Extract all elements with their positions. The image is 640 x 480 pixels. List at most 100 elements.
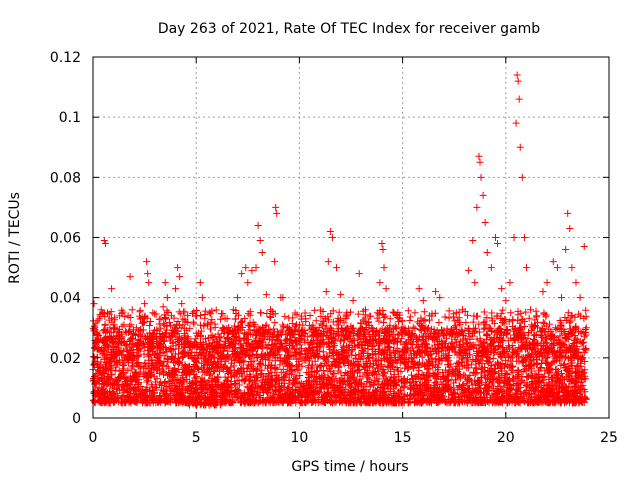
- data-point: [549, 342, 557, 350]
- data-point: [271, 328, 279, 336]
- data-point: [348, 347, 356, 355]
- data-point: [473, 369, 481, 377]
- data-point: [394, 367, 402, 375]
- data-point: [521, 388, 529, 396]
- data-point: [141, 359, 149, 367]
- data-point: [507, 357, 515, 365]
- data-point: [491, 389, 499, 397]
- data-point: [564, 371, 572, 379]
- data-point: [409, 375, 417, 383]
- data-point: [350, 361, 358, 369]
- data-point: [375, 317, 383, 325]
- data-point: [507, 309, 515, 317]
- data-point: [157, 324, 165, 332]
- data-point: [404, 307, 412, 315]
- data-point: [461, 386, 469, 394]
- data-point: [527, 393, 535, 401]
- data-point: [271, 357, 279, 365]
- data-point: [253, 387, 261, 395]
- data-point: [461, 387, 469, 395]
- data-point: [502, 360, 510, 368]
- data-point: [580, 338, 588, 346]
- data-point: [128, 365, 136, 373]
- data-point: [413, 398, 421, 406]
- data-point: [511, 389, 519, 397]
- data-point: [491, 364, 499, 372]
- data-point: [227, 356, 235, 364]
- data-point: [459, 355, 467, 363]
- data-point: [205, 371, 213, 379]
- data-point: [190, 320, 198, 328]
- data-point: [170, 359, 178, 367]
- data-point: [312, 317, 320, 325]
- data-point: [538, 333, 546, 341]
- data-point: [341, 388, 349, 396]
- data-point: [309, 331, 317, 339]
- data-point: [141, 344, 149, 352]
- data-point: [472, 370, 480, 378]
- data-point: [524, 334, 532, 342]
- data-point: [218, 310, 226, 318]
- data-point: [489, 355, 497, 363]
- data-point: [250, 391, 258, 399]
- data-point: [256, 359, 264, 367]
- data-point: [243, 365, 251, 373]
- data-point: [446, 367, 454, 375]
- data-point: [503, 387, 511, 395]
- data-point: [508, 386, 516, 394]
- data-points: [89, 71, 590, 409]
- data-point: [451, 317, 459, 325]
- data-point: [304, 362, 312, 370]
- data-point: [250, 357, 258, 365]
- data-point: [120, 397, 128, 405]
- data-point: [221, 373, 229, 381]
- data-point: [296, 341, 304, 349]
- data-point: [578, 356, 586, 364]
- data-point: [222, 376, 230, 384]
- data-point: [240, 368, 248, 376]
- data-point: [146, 351, 154, 359]
- data-point: [91, 387, 99, 395]
- data-point: [90, 353, 98, 361]
- data-point: [484, 359, 492, 367]
- data-point: [581, 345, 589, 353]
- data-point: [468, 381, 476, 389]
- data-point: [420, 380, 428, 388]
- data-point: [531, 332, 539, 340]
- data-point: [350, 337, 358, 345]
- data-point: [549, 386, 557, 394]
- chart-title: Day 263 of 2021, Rate Of TEC Index for r…: [158, 21, 540, 37]
- data-point: [558, 383, 566, 391]
- data-point: [527, 321, 535, 329]
- data-point: [159, 361, 167, 369]
- data-point: [366, 312, 374, 320]
- data-point: [121, 313, 129, 321]
- data-point: [369, 360, 377, 368]
- data-point: [443, 355, 451, 363]
- data-point: [259, 376, 267, 384]
- data-point: [435, 318, 443, 326]
- data-point: [258, 366, 266, 374]
- data-point: [336, 358, 344, 366]
- data-point: [559, 373, 567, 381]
- data-point: [581, 375, 589, 383]
- data-point: [277, 368, 285, 376]
- data-point: [119, 308, 127, 316]
- data-point: [269, 382, 277, 390]
- data-point: [472, 365, 480, 373]
- data-point: [154, 355, 162, 363]
- data-point: [291, 375, 299, 383]
- data-point: [311, 357, 319, 365]
- data-point: [467, 360, 475, 368]
- data-point: [471, 376, 479, 384]
- data-point: [556, 388, 564, 396]
- data-point: [133, 360, 141, 368]
- data-point: [316, 363, 324, 371]
- data-point: [380, 319, 388, 327]
- data-point: [561, 313, 569, 321]
- data-point: [150, 373, 158, 381]
- data-point: [431, 356, 439, 364]
- data-point: [134, 358, 142, 366]
- data-point: [276, 361, 284, 369]
- data-point: [506, 384, 514, 392]
